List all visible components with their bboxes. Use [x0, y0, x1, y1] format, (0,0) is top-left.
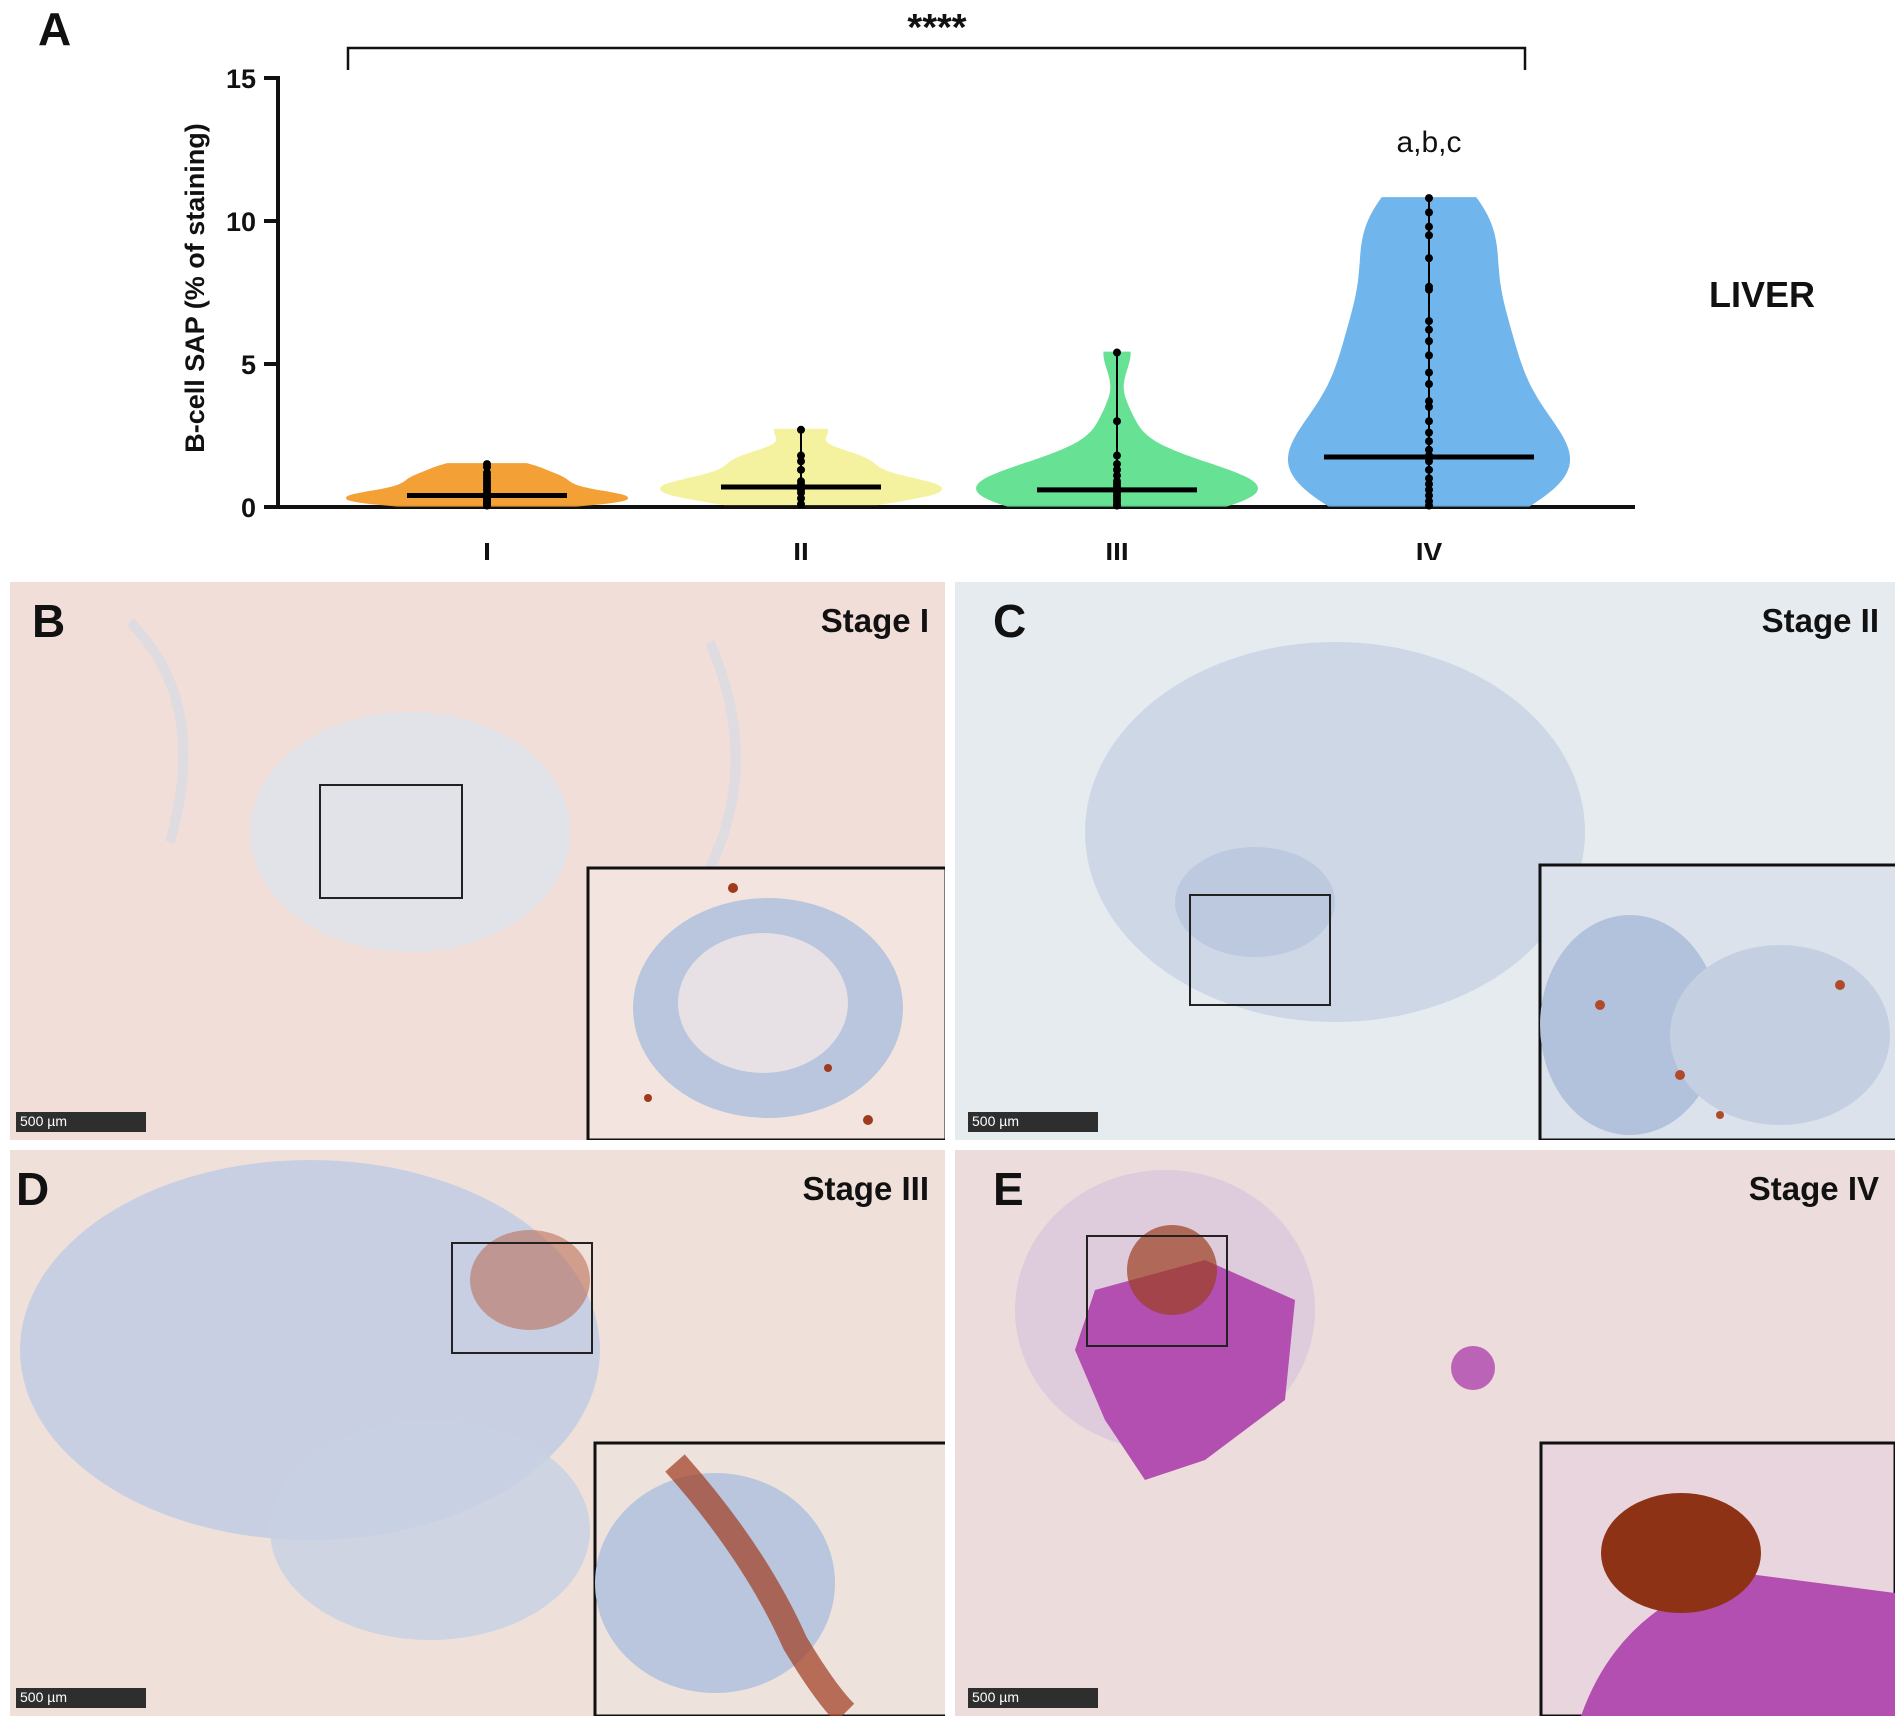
data-point-IV-14 — [1425, 397, 1433, 406]
micrograph-panel-b: B Stage I 500 µm — [10, 582, 945, 1140]
y-tick-label-10: 10 — [226, 207, 256, 237]
data-point-III-9 — [1113, 477, 1121, 486]
stage-iv-tissue-image — [955, 1150, 1895, 1716]
stage-i-tissue-image — [10, 582, 945, 1140]
data-point-I-16 — [483, 468, 491, 477]
stage-iii-tissue-image — [10, 1150, 945, 1716]
scale-bar-label-e: 500 µm — [972, 1689, 1019, 1705]
post-hoc-annotation: a,b,c — [1396, 126, 1461, 159]
data-point-IV-20 — [1425, 317, 1433, 326]
data-point-IV-5 — [1425, 474, 1433, 483]
data-point-IV-24 — [1425, 231, 1433, 240]
data-point-IV-9 — [1425, 445, 1433, 454]
data-point-IV-15 — [1425, 380, 1433, 389]
data-point-III-15 — [1113, 348, 1121, 357]
data-point-IV-4 — [1425, 480, 1433, 489]
micrograph-panel-e: E Stage IV 500 µm — [955, 1150, 1895, 1716]
data-point-III-10 — [1113, 471, 1121, 480]
data-point-II-10 — [797, 425, 805, 434]
scale-bar-d: 500 µm — [16, 1688, 146, 1708]
data-point-IV-13 — [1425, 402, 1433, 411]
scale-bar-c: 500 µm — [968, 1112, 1098, 1132]
data-point-IV-8 — [1425, 451, 1433, 460]
data-point-II-9 — [797, 451, 805, 460]
panel-letter-c: C — [993, 595, 1027, 647]
stage-label-d: Stage III — [802, 1170, 929, 1207]
data-point-IV-23 — [1425, 254, 1433, 263]
stage-label-b: Stage I — [820, 602, 929, 639]
scale-bar-label-c: 500 µm — [972, 1113, 1019, 1129]
micrograph-panel-c: C Stage II 500 µm — [955, 582, 1895, 1140]
stage-label-c: Stage II — [1761, 602, 1879, 639]
organ-label: LIVER — [1709, 274, 1815, 315]
data-point-IV-6 — [1425, 465, 1433, 474]
scale-bar-label-b: 500 µm — [20, 1113, 67, 1129]
x-tick-label-I: I — [483, 537, 491, 560]
data-point-IV-27 — [1425, 194, 1433, 203]
data-point-I-18 — [483, 460, 491, 469]
data-point-IV-11 — [1425, 428, 1433, 437]
significance-bracket — [346, 46, 1527, 70]
data-point-III-13 — [1113, 451, 1121, 460]
data-point-III-14 — [1113, 417, 1121, 426]
panel-letter-d: D — [16, 1163, 50, 1215]
x-tick-label-II: II — [793, 537, 809, 560]
data-point-IV-25 — [1425, 222, 1433, 231]
violin-chart: A **** a,b,c LIVER B-cell SAP (% of stai… — [38, 3, 1815, 560]
y-tick-label-5: 5 — [241, 350, 256, 380]
panel-letter-b: B — [32, 595, 66, 647]
data-point-III-11 — [1113, 465, 1121, 474]
scale-bar-e: 500 µm — [968, 1688, 1098, 1708]
y-axis-label: B-cell SAP (% of staining) — [180, 123, 210, 453]
data-point-II-7 — [797, 465, 805, 474]
data-point-IV-7 — [1425, 457, 1433, 466]
data-point-II-0 — [797, 500, 805, 509]
data-point-IV-19 — [1425, 325, 1433, 334]
data-point-IV-12 — [1425, 417, 1433, 426]
data-point-II-8 — [797, 457, 805, 466]
data-point-IV-3 — [1425, 485, 1433, 494]
x-tick-label-III: III — [1105, 537, 1128, 560]
stage-ii-tissue-image — [955, 582, 1895, 1140]
data-point-IV-17 — [1425, 351, 1433, 360]
data-point-IV-16 — [1425, 368, 1433, 377]
significance-stars: **** — [907, 7, 966, 49]
x-tick-label-IV: IV — [1416, 537, 1443, 560]
data-point-IV-1 — [1425, 497, 1433, 506]
data-point-IV-18 — [1425, 337, 1433, 346]
panel-letter-a: A — [38, 3, 71, 55]
data-point-II-6 — [797, 477, 805, 486]
scale-bar-b: 500 µm — [16, 1112, 146, 1132]
y-tick-label-0: 0 — [241, 493, 256, 523]
panel-letter-e: E — [993, 1163, 1024, 1215]
data-point-III-12 — [1113, 460, 1121, 469]
data-point-IV-26 — [1425, 208, 1433, 217]
micrograph-panel-d: D Stage III 500 µm — [10, 1150, 945, 1716]
data-point-IV-22 — [1425, 282, 1433, 291]
stage-label-e: Stage IV — [1748, 1170, 1879, 1207]
data-point-IV-10 — [1425, 437, 1433, 446]
y-tick-label-15: 15 — [226, 64, 256, 94]
scale-bar-label-d: 500 µm — [20, 1689, 67, 1705]
data-point-IV-2 — [1425, 491, 1433, 500]
data-point-II-1 — [797, 494, 805, 503]
